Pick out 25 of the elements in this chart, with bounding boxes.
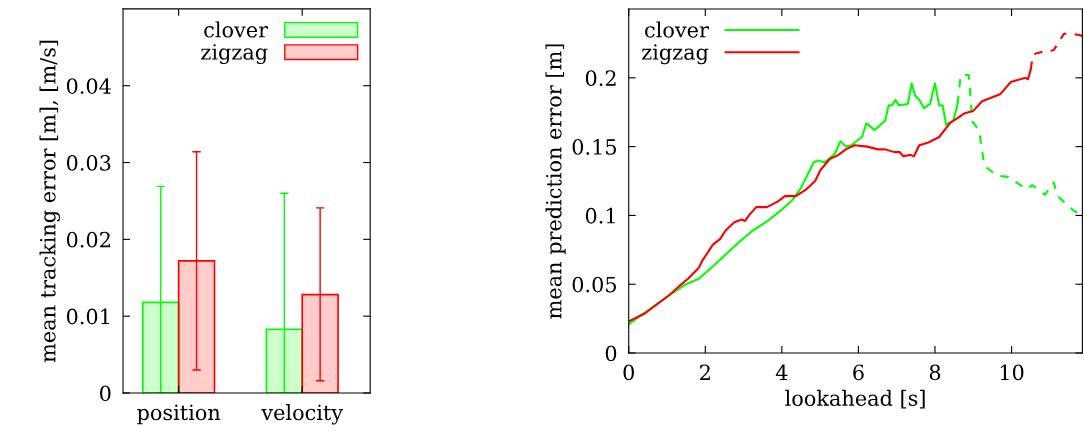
- legend-label: zigzag: [642, 44, 709, 65]
- x-tick-label: 0: [623, 364, 634, 381]
- x-tick-label: position: [137, 404, 221, 425]
- y-tick-label: 0.04: [66, 78, 111, 94]
- y-tick-label: 0.15: [572, 139, 616, 155]
- x-tick-label: 6: [853, 364, 864, 381]
- y-tick-label: 0.03: [66, 154, 111, 171]
- legend-label: zigzag: [201, 44, 268, 65]
- y-tick-label: 0: [100, 385, 111, 402]
- x-tick-label: velocity: [261, 404, 344, 425]
- y-tick-label: 0.05: [572, 276, 616, 293]
- x-tick-label: 2: [700, 364, 710, 380]
- y-tick-label: 0.2: [585, 70, 616, 87]
- x-tick-label: 8: [929, 364, 941, 381]
- y-axis-title: mean tracking error [m], [m/s]: [39, 40, 60, 363]
- x-tick-label: 10: [1000, 364, 1024, 381]
- y-axis-title: mean prediction error [m]: [545, 44, 566, 319]
- legend-label: clover: [645, 21, 709, 38]
- legend-label: clover: [204, 21, 269, 38]
- y-tick-label: 0: [605, 345, 617, 362]
- y-tick-label: 0.01: [66, 308, 109, 325]
- y-tick-label: 0.1: [585, 207, 615, 224]
- y-tick-label: 0.02: [66, 231, 110, 248]
- x-tick-label: 4: [775, 364, 788, 380]
- x-axis-title: lookahead [s]: [785, 389, 925, 409]
